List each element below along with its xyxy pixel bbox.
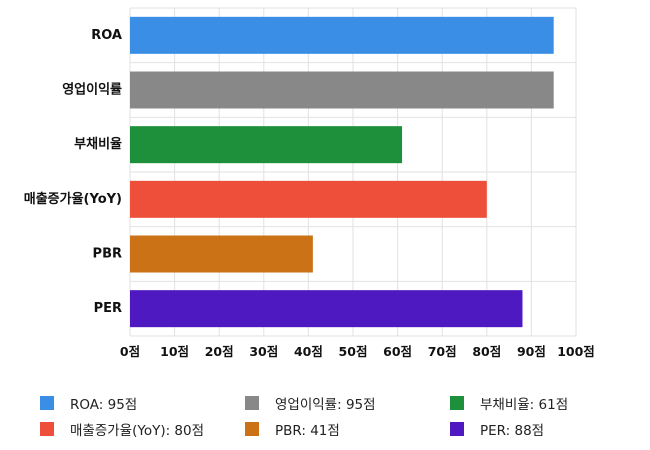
bar[interactable] [130,16,554,54]
category-label: PBR [93,247,122,262]
legend-label: 부채비율: 61점 [480,397,569,413]
legend-item-per[interactable]: PER: 88점 [450,419,620,439]
bar[interactable] [130,126,403,164]
legend-label: ROA: 95점 [70,397,138,413]
legend-row: ROA: 95점 영업이익률: 95점 부채비율: 61점 [40,390,620,416]
category-label: 영업이익률 [62,82,122,98]
x-tick-label: 100점 [557,344,595,359]
legend-label: 매출증가율(YoY): 80점 [70,423,205,439]
bars [130,16,554,328]
legend-label: PER: 88점 [480,423,545,439]
x-tick-label: 90점 [517,344,546,359]
category-label: 부채비율 [74,136,122,152]
legend-item-roa[interactable]: ROA: 95점 [40,393,245,413]
grid-lines [129,7,577,337]
legend-label: 영업이익률: 95점 [275,397,376,413]
x-tick-labels: 0점 10점 20점 30점 40점 50점 60점 70점 80점 90점 100점 [120,344,595,359]
legend-item-debt-ratio[interactable]: 부채비율: 61점 [450,393,620,413]
legend-swatch [245,422,259,436]
legend-swatch [450,422,464,436]
x-tick-label: 50점 [339,344,368,359]
x-tick-label: 0점 [120,344,140,359]
legend-item-pbr[interactable]: PBR: 41점 [245,419,450,439]
bar[interactable] [130,180,487,218]
bar[interactable] [130,235,313,273]
legend-swatch [40,422,54,436]
legend-label: PBR: 41점 [275,423,340,439]
legend: ROA: 95점 영업이익률: 95점 부채비율: 61점 매출증가율(YoY)… [40,390,620,442]
category-label: ROA [91,28,122,43]
legend-item-revenue-growth[interactable]: 매출증가율(YoY): 80점 [40,419,245,439]
legend-swatch [40,396,54,410]
x-tick-label: 30점 [249,344,278,359]
x-tick-label: 80점 [472,344,501,359]
legend-row: 매출증가율(YoY): 80점 PBR: 41점 PER: 88점 [40,416,620,442]
bar[interactable] [130,71,554,109]
x-tick-label: 40점 [294,344,323,359]
x-tick-label: 10점 [160,344,189,359]
category-label: PER [94,301,122,316]
legend-swatch [245,396,259,410]
x-tick-label: 70점 [428,344,457,359]
x-tick-label: 20점 [205,344,234,359]
legend-item-operating-margin[interactable]: 영업이익률: 95점 [245,393,450,413]
legend-swatch [450,396,464,410]
bar[interactable] [130,290,523,328]
x-tick-label: 60점 [383,344,412,359]
category-label: 매출증가율(YoY) [24,191,122,207]
